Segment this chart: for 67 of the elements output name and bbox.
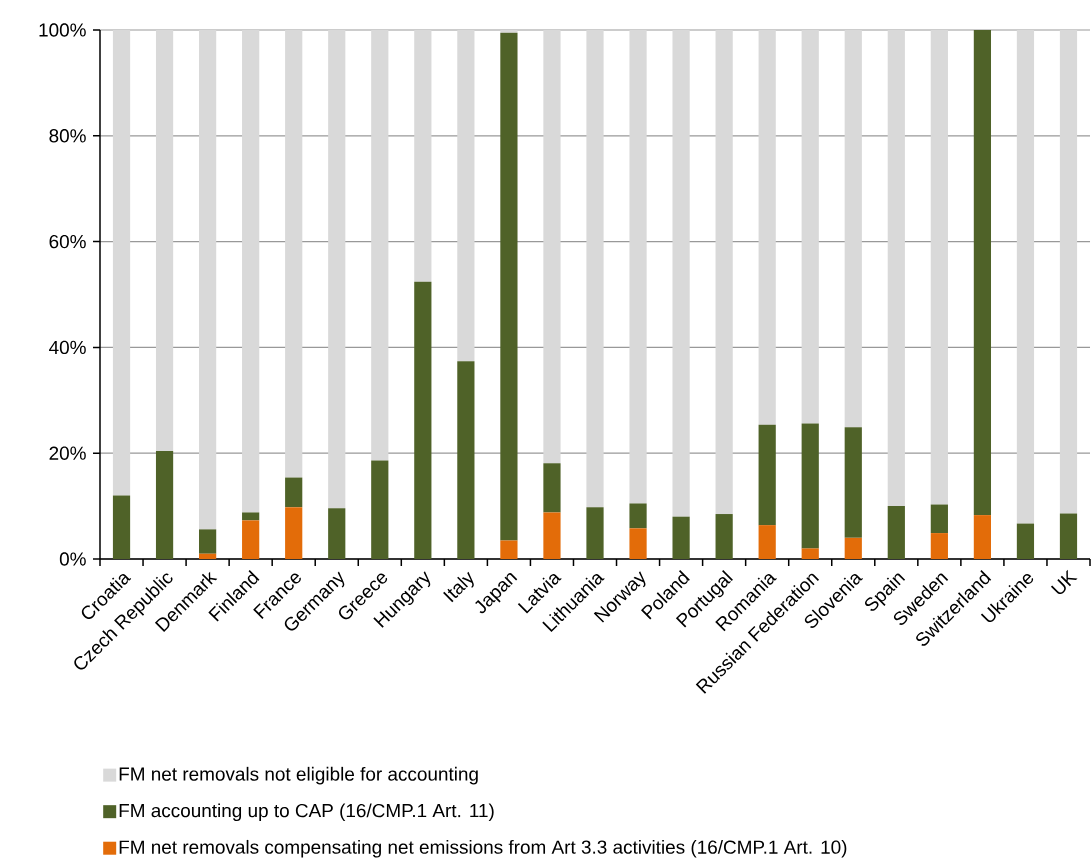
- bar: [371, 460, 389, 559]
- bar: [758, 424, 776, 526]
- bar: [199, 553, 217, 559]
- bar: [629, 30, 647, 504]
- bar: [414, 30, 432, 282]
- bar: [801, 423, 819, 549]
- bar: [801, 548, 819, 559]
- x-tick-label: UK: [1050, 569, 1078, 595]
- bar: [285, 477, 303, 508]
- bar: [414, 281, 432, 559]
- bar: [930, 504, 948, 534]
- bar: [801, 30, 819, 424]
- bar: [199, 529, 217, 554]
- bar: [758, 525, 776, 559]
- bar: [844, 30, 862, 428]
- bar: [500, 30, 518, 33]
- bar: [1059, 30, 1078, 514]
- bar: [715, 514, 733, 559]
- bar: [371, 30, 389, 461]
- bar: [758, 30, 776, 425]
- bar: [973, 515, 992, 559]
- y-tick-label: 100%: [39, 23, 86, 37]
- bar: [328, 508, 346, 559]
- bar: [973, 30, 992, 516]
- bar: [672, 516, 690, 559]
- bar: [629, 528, 647, 559]
- bar: [715, 30, 733, 515]
- bar: [242, 520, 260, 559]
- legend-label: FM accounting up to CAP (16/CMP.1 Art. 11): [119, 803, 494, 822]
- bar: [543, 30, 561, 464]
- y-tick-label: 60%: [49, 234, 86, 249]
- bar: [285, 507, 303, 559]
- x-tick-label: Italy: [443, 571, 474, 603]
- bar: [586, 30, 604, 508]
- bar: [112, 495, 131, 559]
- bar: [1016, 30, 1035, 524]
- bar: [242, 512, 260, 521]
- y-tick-label: 80%: [49, 129, 86, 143]
- bar: [1016, 523, 1035, 559]
- y-tick-label: 40%: [49, 340, 86, 355]
- bar: [500, 540, 518, 559]
- y-tick-label: 20%: [49, 446, 86, 460]
- bar: [155, 30, 174, 452]
- bar: [328, 30, 346, 509]
- bar: [543, 463, 561, 513]
- bar: [500, 32, 518, 541]
- bar: [285, 30, 303, 478]
- bar: [457, 30, 475, 362]
- bar: [543, 512, 561, 559]
- bar: [1059, 513, 1078, 559]
- legend-label: FM net removals compensating net emissions from Art 3.3 activities (16/CMP.1 Art. 10): [119, 839, 847, 858]
- bar: [672, 30, 690, 517]
- bar: [844, 537, 862, 559]
- legend-label: FM net removals not eligible for accounting: [119, 766, 478, 785]
- bar: [242, 30, 260, 513]
- y-tick-label: 0%: [59, 552, 86, 566]
- bar: [199, 30, 217, 530]
- bar: [457, 361, 475, 559]
- bar: [887, 506, 905, 559]
- bar: [930, 30, 948, 505]
- bar: [112, 30, 131, 496]
- bar: [844, 427, 862, 538]
- bar: [629, 503, 647, 529]
- bar: [155, 451, 174, 559]
- bar: [887, 30, 905, 507]
- bar: [586, 507, 604, 559]
- bar: [930, 533, 948, 559]
